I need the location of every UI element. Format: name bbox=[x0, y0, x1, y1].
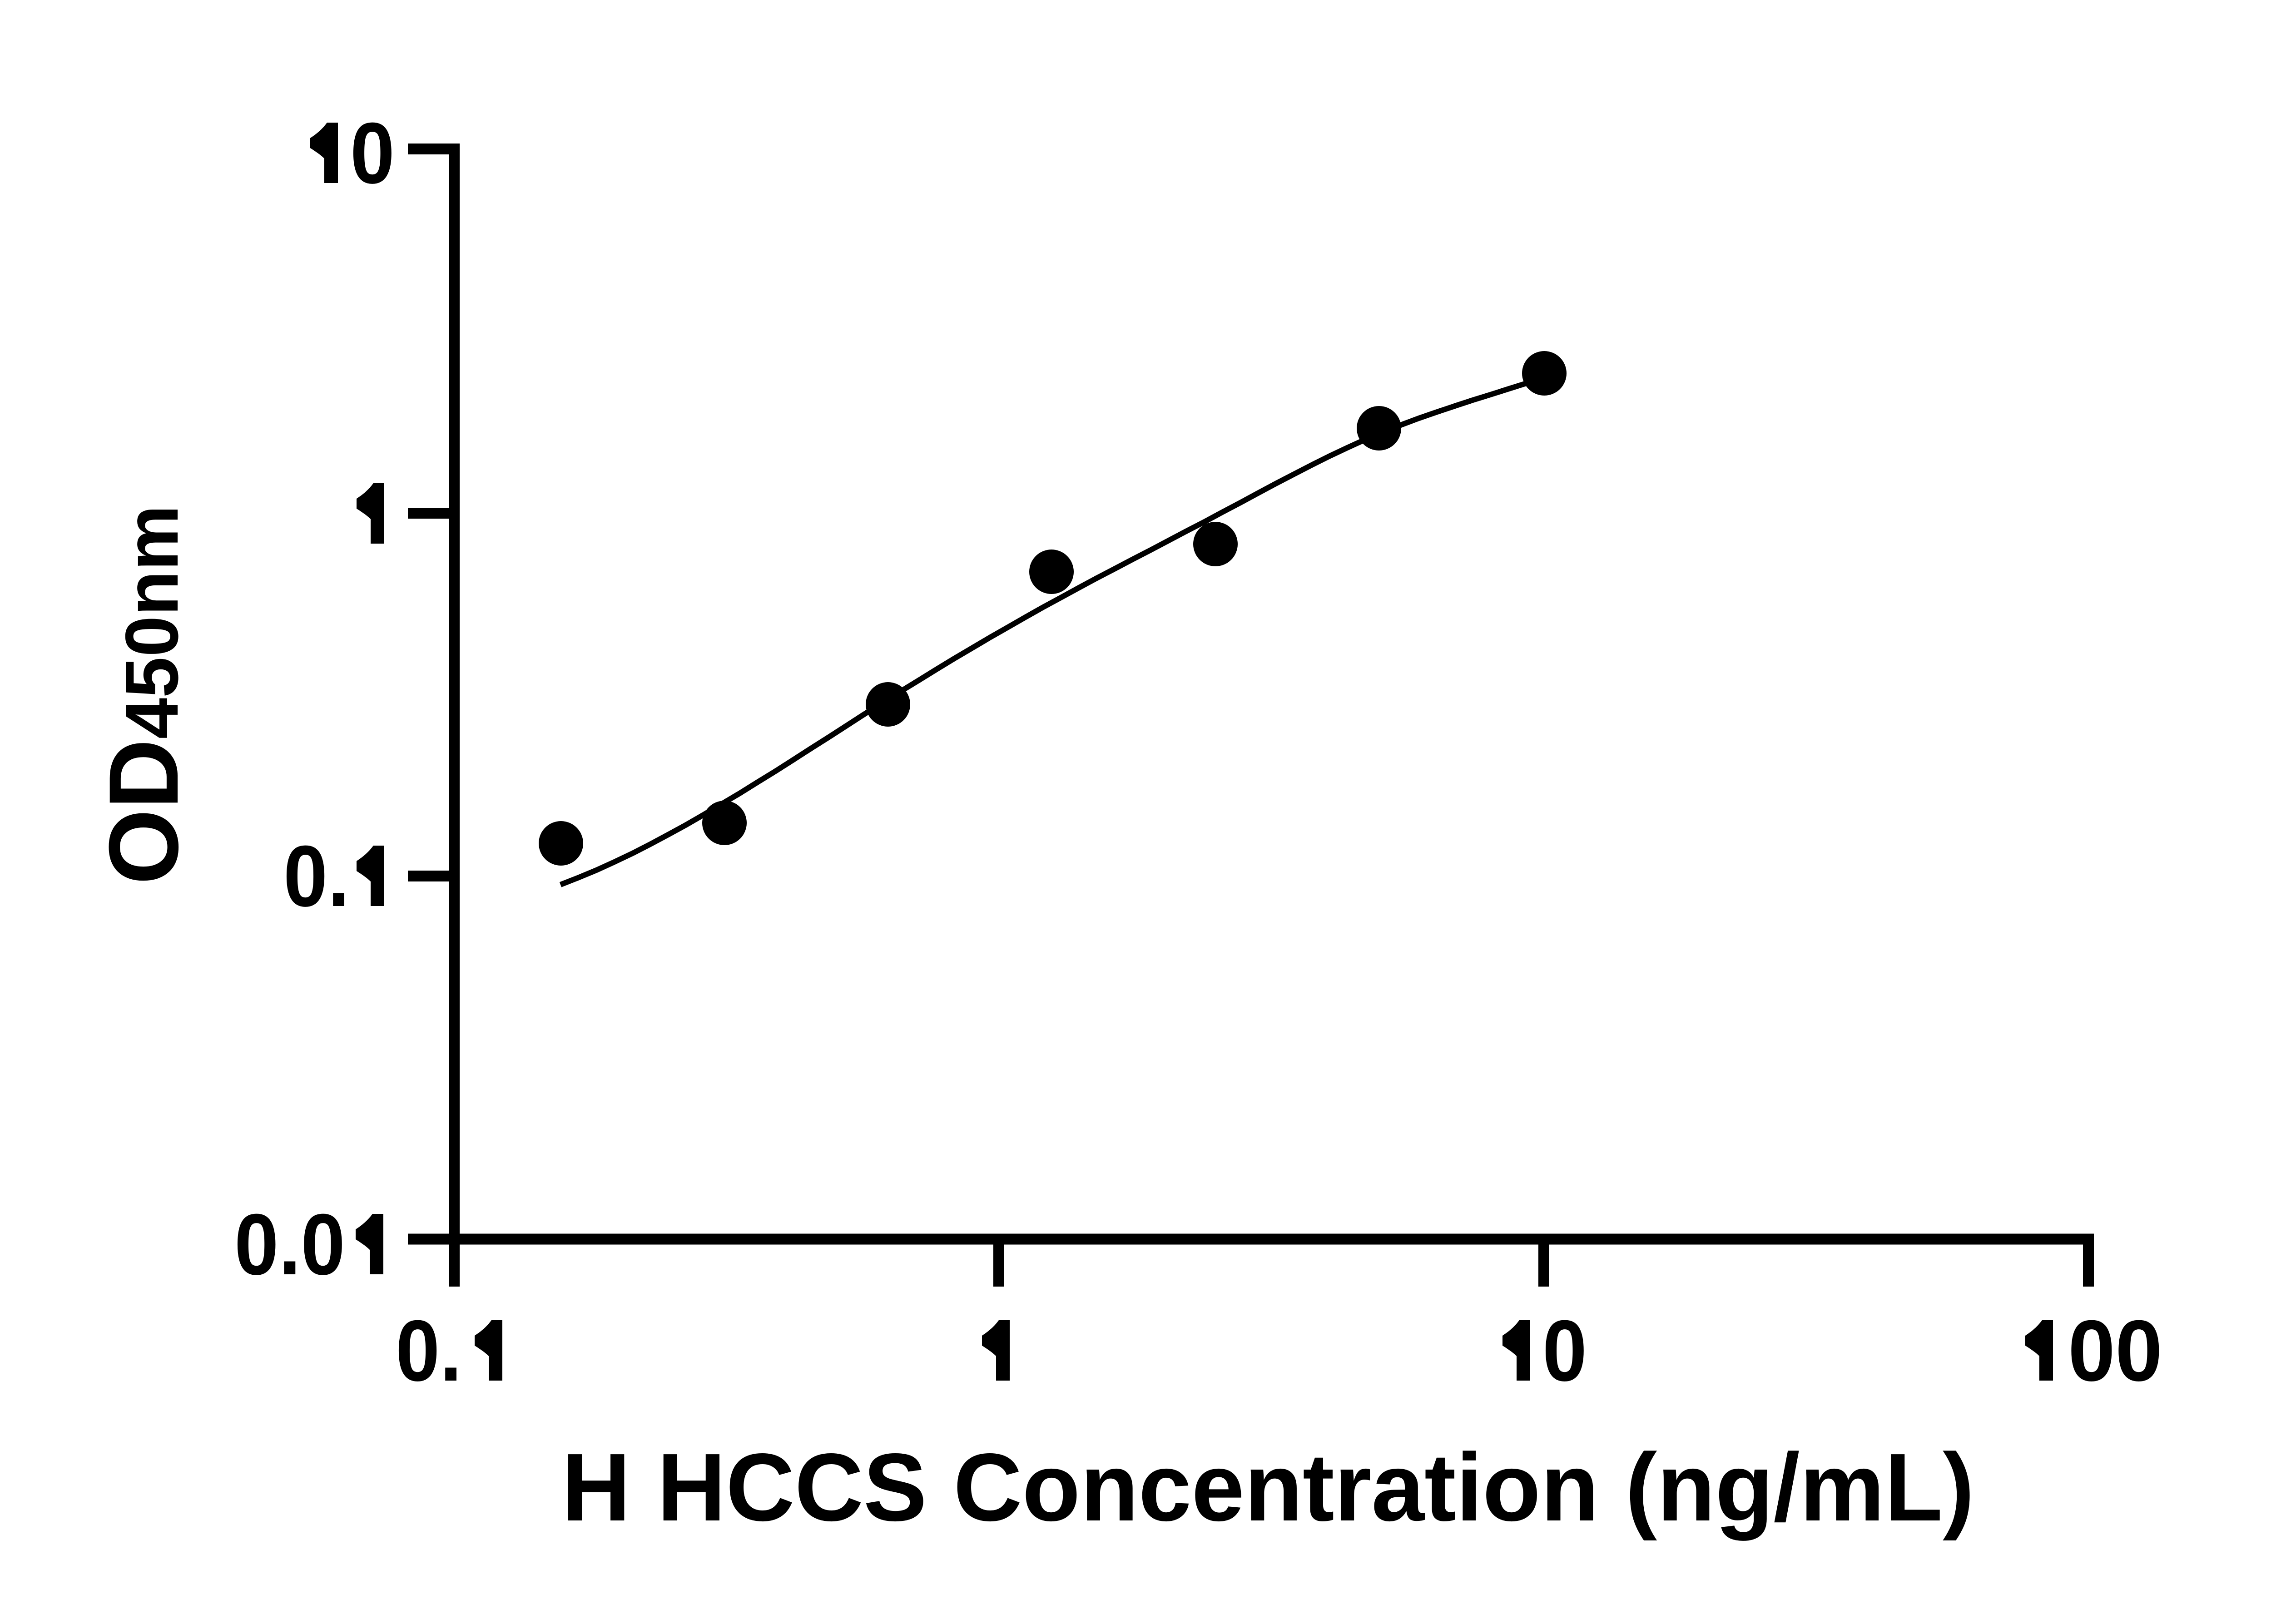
svg-text:00: 00 bbox=[2068, 1302, 2162, 1399]
svg-text:OD450nm: OD450nm bbox=[89, 505, 198, 885]
svg-text:0.: 0. bbox=[283, 828, 350, 925]
svg-text:H HCCS Concentration (ng/mL): H HCCS Concentration (ng/mL) bbox=[562, 1433, 1974, 1541]
svg-text:0: 0 bbox=[350, 105, 395, 202]
svg-text:0.0: 0.0 bbox=[234, 1196, 345, 1293]
svg-text:0.: 0. bbox=[396, 1302, 462, 1399]
svg-text:0: 0 bbox=[1542, 1302, 1587, 1399]
